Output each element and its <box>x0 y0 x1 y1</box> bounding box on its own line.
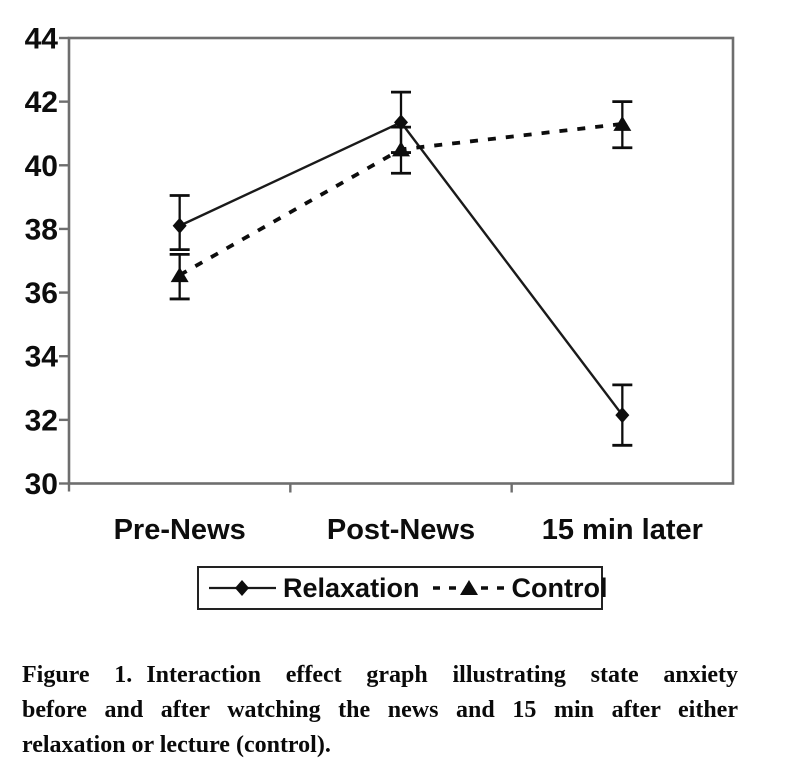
y-tick-label: 40 <box>25 150 58 183</box>
x-category-label: Pre-News <box>114 514 246 546</box>
y-tick-label: 34 <box>25 341 59 374</box>
caption-line-1: Figure 1. Interaction effect graph illust… <box>22 658 738 693</box>
caption-line-3: relaxation or lecture (control). <box>22 732 331 758</box>
legend-item-relaxation: Relaxation <box>209 573 420 604</box>
relaxation-line-swatch <box>209 580 276 596</box>
caption-line-2: before and after watching the news and 1… <box>22 697 738 723</box>
diamond-marker-icon <box>235 580 249 596</box>
triangle-marker <box>392 141 410 157</box>
y-tick-label: 44 <box>25 23 59 56</box>
diamond-marker <box>172 217 187 234</box>
x-category-label: 15 min later <box>542 514 703 546</box>
series-relaxation <box>169 90 633 447</box>
y-tick-label: 32 <box>25 404 58 437</box>
legend-label-control: Control <box>511 572 608 603</box>
y-tick-label: 30 <box>25 468 58 501</box>
y-tick-label: 36 <box>25 277 58 310</box>
chart-legend: Relaxation Control <box>197 566 608 610</box>
series-control <box>169 100 633 301</box>
triangle-marker <box>170 267 189 283</box>
axes: 30 32 34 36 38 40 42 44 Pre-News Post-News 15 min … <box>25 23 735 546</box>
y-tick-label: 38 <box>25 213 58 246</box>
diamond-marker <box>615 407 630 424</box>
triangle-marker <box>613 115 632 131</box>
x-category-label: Post-News <box>327 514 475 546</box>
control-line-swatch <box>432 580 505 595</box>
caption-line-1-text: Interaction effect graph illustrating st… <box>146 662 739 688</box>
y-tick-label: 42 <box>25 86 58 119</box>
figure-number-label: Figure 1. <box>22 662 133 688</box>
anxiety-line-chart: 30 32 34 36 38 40 42 44 Pre-News Post-News 15 min … <box>25 23 735 546</box>
triangle-marker-icon <box>459 580 478 595</box>
figure-caption: Figure 1. Interaction effect graph illust… <box>22 658 738 763</box>
legend-label-relaxation: Relaxation <box>283 572 420 603</box>
legend-item-control: Control <box>432 572 608 604</box>
